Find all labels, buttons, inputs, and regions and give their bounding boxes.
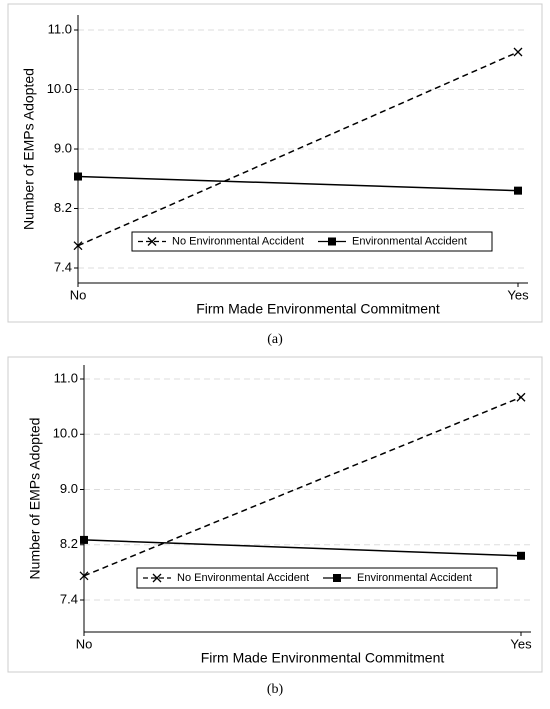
y-tick-label: 7.4 (54, 259, 72, 274)
x-tick-label: No (76, 636, 93, 651)
legend-marker (328, 237, 336, 246)
x-axis-label: Firm Made Environmental Commitment (196, 301, 440, 317)
legend-label: No Environmental Accident (172, 235, 304, 247)
y-axis-label: Number of EMPs Adopted (27, 418, 43, 580)
y-tick-label: 10.0 (47, 81, 72, 96)
x-tick-label: No (70, 287, 87, 302)
y-axis-label: Number of EMPs Adopted (21, 68, 37, 230)
marker-square (80, 535, 88, 544)
y-tick-label: 11.0 (48, 21, 72, 36)
y-tick-label: 8.2 (54, 200, 72, 215)
y-tick-label: 8.2 (60, 536, 78, 551)
marker-square (514, 186, 522, 195)
series-line (83, 539, 522, 557)
marker-square (517, 551, 525, 560)
y-tick-label: 9.0 (54, 140, 72, 155)
series-line (77, 175, 519, 192)
legend-marker (333, 574, 341, 582)
x-axis-label: Firm Made Environmental Commitment (201, 650, 445, 666)
y-tick-label: 7.4 (60, 591, 78, 606)
marker-x (79, 571, 89, 581)
marker-x (516, 392, 526, 402)
legend-marker (152, 573, 162, 583)
marker-x (513, 47, 523, 57)
panel-frame (7, 3, 543, 323)
marker-square (74, 172, 82, 181)
legend-label: Environmental Accident (352, 235, 467, 247)
y-tick-label: 10.0 (53, 426, 78, 441)
x-tick-label: Yes (510, 636, 532, 651)
series-line (83, 396, 522, 577)
caption: (b) (267, 682, 284, 697)
legend-label: No Environmental Accident (177, 572, 309, 584)
y-tick-label: 9.0 (60, 481, 78, 496)
x-tick-label: Yes (507, 287, 529, 302)
panel-frame (7, 356, 543, 673)
legend-box (131, 231, 493, 252)
legend-marker (147, 237, 157, 246)
legend-box (136, 567, 498, 589)
marker-x (73, 241, 83, 251)
legend-label: Environmental Accident (357, 572, 472, 584)
y-tick-label: 11.0 (54, 370, 78, 385)
series-line (77, 51, 519, 247)
caption: (a) (267, 332, 283, 347)
